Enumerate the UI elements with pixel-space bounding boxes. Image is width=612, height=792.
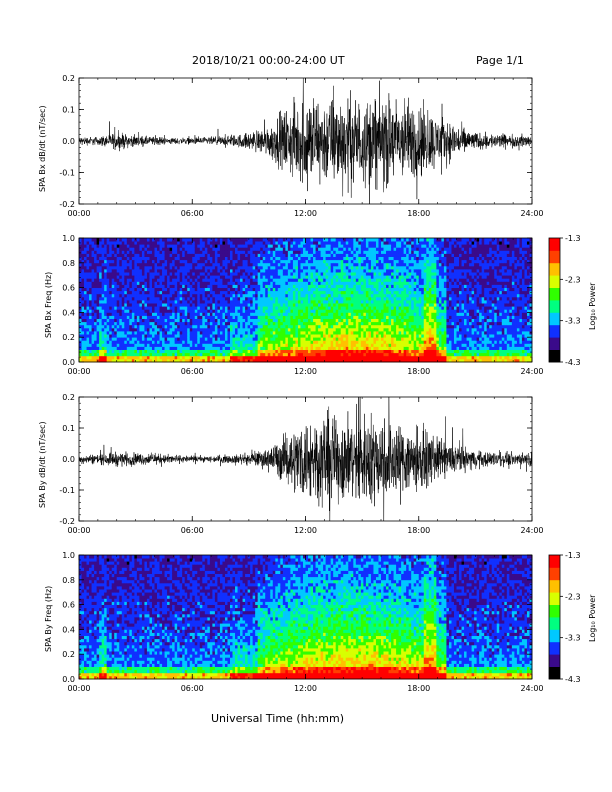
panel-2 <box>78 237 533 363</box>
y-tick-label: 0.0 <box>62 137 75 146</box>
x-tick-label: 12:00 <box>294 209 317 218</box>
y-tick-label: -0.1 <box>59 486 75 495</box>
x-tick-label: 24:00 <box>520 684 543 693</box>
x-tick-label: 18:00 <box>407 209 430 218</box>
colorbar-1 <box>548 237 563 363</box>
x-tick-label: 24:00 <box>520 367 543 376</box>
x-tick-label: 18:00 <box>407 367 430 376</box>
colorbar-2 <box>548 554 563 680</box>
chart-date-title: 2018/10/21 00:00-24:00 UT <box>192 54 345 67</box>
x-tick-label: 12:00 <box>294 526 317 535</box>
y-tick-label: 1.0 <box>62 234 75 243</box>
colorbar-frame <box>548 554 561 680</box>
x-tick-label: 24:00 <box>520 526 543 535</box>
y-tick-label: 0.8 <box>62 259 75 268</box>
x-tick-label: 06:00 <box>181 526 204 535</box>
colorbar-tick-label: -4.3 <box>565 675 581 684</box>
spectrogram-4 <box>79 555 533 680</box>
y-tick-label: 0.0 <box>62 455 75 464</box>
signal-trace-1 <box>79 78 532 204</box>
y-tick-label: 0.0 <box>62 675 75 684</box>
y-tick-label: 0.6 <box>62 601 75 610</box>
x-tick-label: 18:00 <box>407 684 430 693</box>
x-tick-label: 00:00 <box>67 367 90 376</box>
colorbar-tick-label: -2.3 <box>565 592 581 601</box>
x-tick-label: 06:00 <box>181 684 204 693</box>
colorbar-tick-label: -3.3 <box>565 317 581 326</box>
y-tick-label: 0.8 <box>62 576 75 585</box>
y-tick-label: 1.0 <box>62 551 75 560</box>
colorbar-frame <box>548 237 561 363</box>
x-tick-label: 06:00 <box>181 209 204 218</box>
x-tick-label: 00:00 <box>67 526 90 535</box>
y-tick-label: 0.2 <box>62 74 75 83</box>
x-axis-title: Universal Time (hh:mm) <box>211 712 344 725</box>
y-tick-label: 0.0 <box>62 358 75 367</box>
spectrogram-2 <box>79 238 533 363</box>
panel-4 <box>78 554 533 680</box>
y-tick-label: 0.4 <box>62 625 75 634</box>
x-tick-label: 00:00 <box>67 684 90 693</box>
page-indicator: Page 1/1 <box>476 54 524 67</box>
y-tick-label: -0.1 <box>59 169 75 178</box>
colorbar-tick-label: -2.3 <box>565 275 581 284</box>
colorbar-tick-label: -1.3 <box>565 234 581 243</box>
x-tick-label: 12:00 <box>294 367 317 376</box>
x-tick-label: 06:00 <box>181 367 204 376</box>
colorbar-tick-label: -3.3 <box>565 634 581 643</box>
x-tick-label: 18:00 <box>407 526 430 535</box>
y-tick-label: 0.2 <box>62 393 75 402</box>
y-tick-label: 0.4 <box>62 308 75 317</box>
y-tick-label: -0.2 <box>59 200 75 209</box>
y-tick-label: 0.2 <box>62 333 75 342</box>
y-tick-label: 0.2 <box>62 650 75 659</box>
x-tick-label: 24:00 <box>520 209 543 218</box>
y-tick-label: 0.1 <box>62 424 75 433</box>
signal-trace-3 <box>79 397 532 521</box>
x-tick-label: 12:00 <box>294 684 317 693</box>
colorbar-tick-label: -1.3 <box>565 551 581 560</box>
colorbar-tick-label: -4.3 <box>565 358 581 367</box>
y-tick-label: 0.1 <box>62 106 75 115</box>
panel-3 <box>78 396 533 522</box>
y-tick-label: -0.2 <box>59 517 75 526</box>
x-tick-label: 00:00 <box>67 209 90 218</box>
y-tick-label: 0.6 <box>62 284 75 293</box>
panel-1 <box>78 77 533 205</box>
